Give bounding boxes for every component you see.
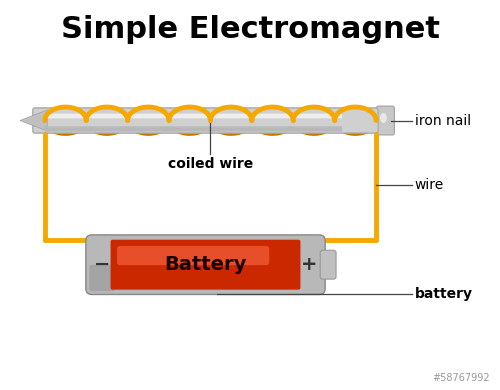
FancyBboxPatch shape bbox=[44, 126, 342, 131]
Text: Simple Electromagnet: Simple Electromagnet bbox=[60, 15, 440, 44]
Text: iron nail: iron nail bbox=[414, 113, 471, 128]
FancyBboxPatch shape bbox=[44, 114, 342, 118]
Text: coiled wire: coiled wire bbox=[168, 156, 253, 170]
FancyBboxPatch shape bbox=[33, 108, 378, 133]
FancyBboxPatch shape bbox=[117, 246, 270, 265]
Text: −: − bbox=[94, 255, 110, 274]
FancyBboxPatch shape bbox=[44, 114, 342, 118]
Polygon shape bbox=[20, 110, 48, 131]
Text: #58767992: #58767992 bbox=[432, 373, 490, 383]
Text: Battery: Battery bbox=[164, 255, 246, 274]
FancyBboxPatch shape bbox=[44, 126, 342, 131]
FancyBboxPatch shape bbox=[376, 106, 394, 135]
FancyBboxPatch shape bbox=[33, 108, 378, 133]
Text: +: + bbox=[300, 255, 317, 274]
Ellipse shape bbox=[380, 113, 387, 123]
FancyBboxPatch shape bbox=[320, 250, 336, 279]
FancyBboxPatch shape bbox=[110, 240, 300, 290]
Text: battery: battery bbox=[414, 287, 472, 301]
FancyBboxPatch shape bbox=[90, 265, 115, 291]
FancyBboxPatch shape bbox=[86, 235, 325, 294]
Text: wire: wire bbox=[414, 178, 444, 192]
